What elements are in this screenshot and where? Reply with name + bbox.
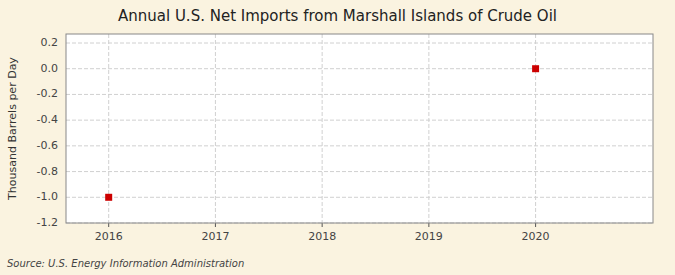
x-tick-mark bbox=[322, 223, 323, 227]
y-tick-label: -0.6 bbox=[37, 139, 58, 152]
x-tick-mark bbox=[215, 223, 216, 227]
y-grid-line bbox=[66, 145, 653, 146]
point bbox=[532, 65, 539, 72]
x-tick-mark bbox=[428, 223, 429, 227]
x-grid-line bbox=[322, 34, 323, 223]
y-tick-label: -1.2 bbox=[37, 216, 58, 229]
y-grid-line bbox=[66, 197, 653, 198]
y-grid-line bbox=[66, 94, 653, 95]
x-grid-line bbox=[215, 34, 216, 223]
chart-svg: 0.2 0.0 -0.2 -0.4 -0.6 -0.8 -1.0 -1.2 2016 2017 20… bbox=[0, 0, 675, 275]
x-tick-label: 2019 bbox=[415, 230, 443, 243]
y-tick-label: -0.8 bbox=[37, 165, 58, 178]
title: Annual U.S. Net Imports from Marshall Is… bbox=[118, 7, 557, 25]
y-tick-label: -0.2 bbox=[37, 87, 58, 100]
y-tick-label: 0.0 bbox=[41, 62, 59, 75]
y-grid-line bbox=[66, 43, 653, 44]
chart-container: 0.2 0.0 -0.2 -0.4 -0.6 -0.8 -1.0 -1.2 2016 2017 20… bbox=[0, 0, 675, 275]
y-tick-label: 0.2 bbox=[41, 36, 59, 49]
y-grid-line bbox=[66, 171, 653, 172]
points bbox=[105, 65, 539, 201]
y-tick-label: -0.4 bbox=[37, 113, 58, 126]
plot-background bbox=[66, 34, 653, 223]
x-grid-line bbox=[428, 34, 429, 223]
y-axis-label: Thousand Barrels per Day bbox=[6, 57, 19, 201]
source-note: Source: U.S. Energy Information Administ… bbox=[7, 258, 244, 269]
x-tick-mark bbox=[108, 223, 109, 227]
x-tick-label: 2020 bbox=[522, 230, 550, 243]
x-tick-mark bbox=[535, 223, 536, 227]
point bbox=[105, 194, 112, 201]
plot-frame bbox=[66, 34, 653, 223]
x-tick-label: 2018 bbox=[308, 230, 336, 243]
x-grid-line bbox=[535, 34, 536, 223]
y-grid-line bbox=[66, 120, 653, 121]
x-tick-label: 2017 bbox=[201, 230, 229, 243]
grid bbox=[66, 34, 653, 223]
y-grid-line bbox=[66, 68, 653, 69]
y-tick-label: -1.0 bbox=[37, 190, 58, 203]
x-tick-label: 2016 bbox=[95, 230, 123, 243]
